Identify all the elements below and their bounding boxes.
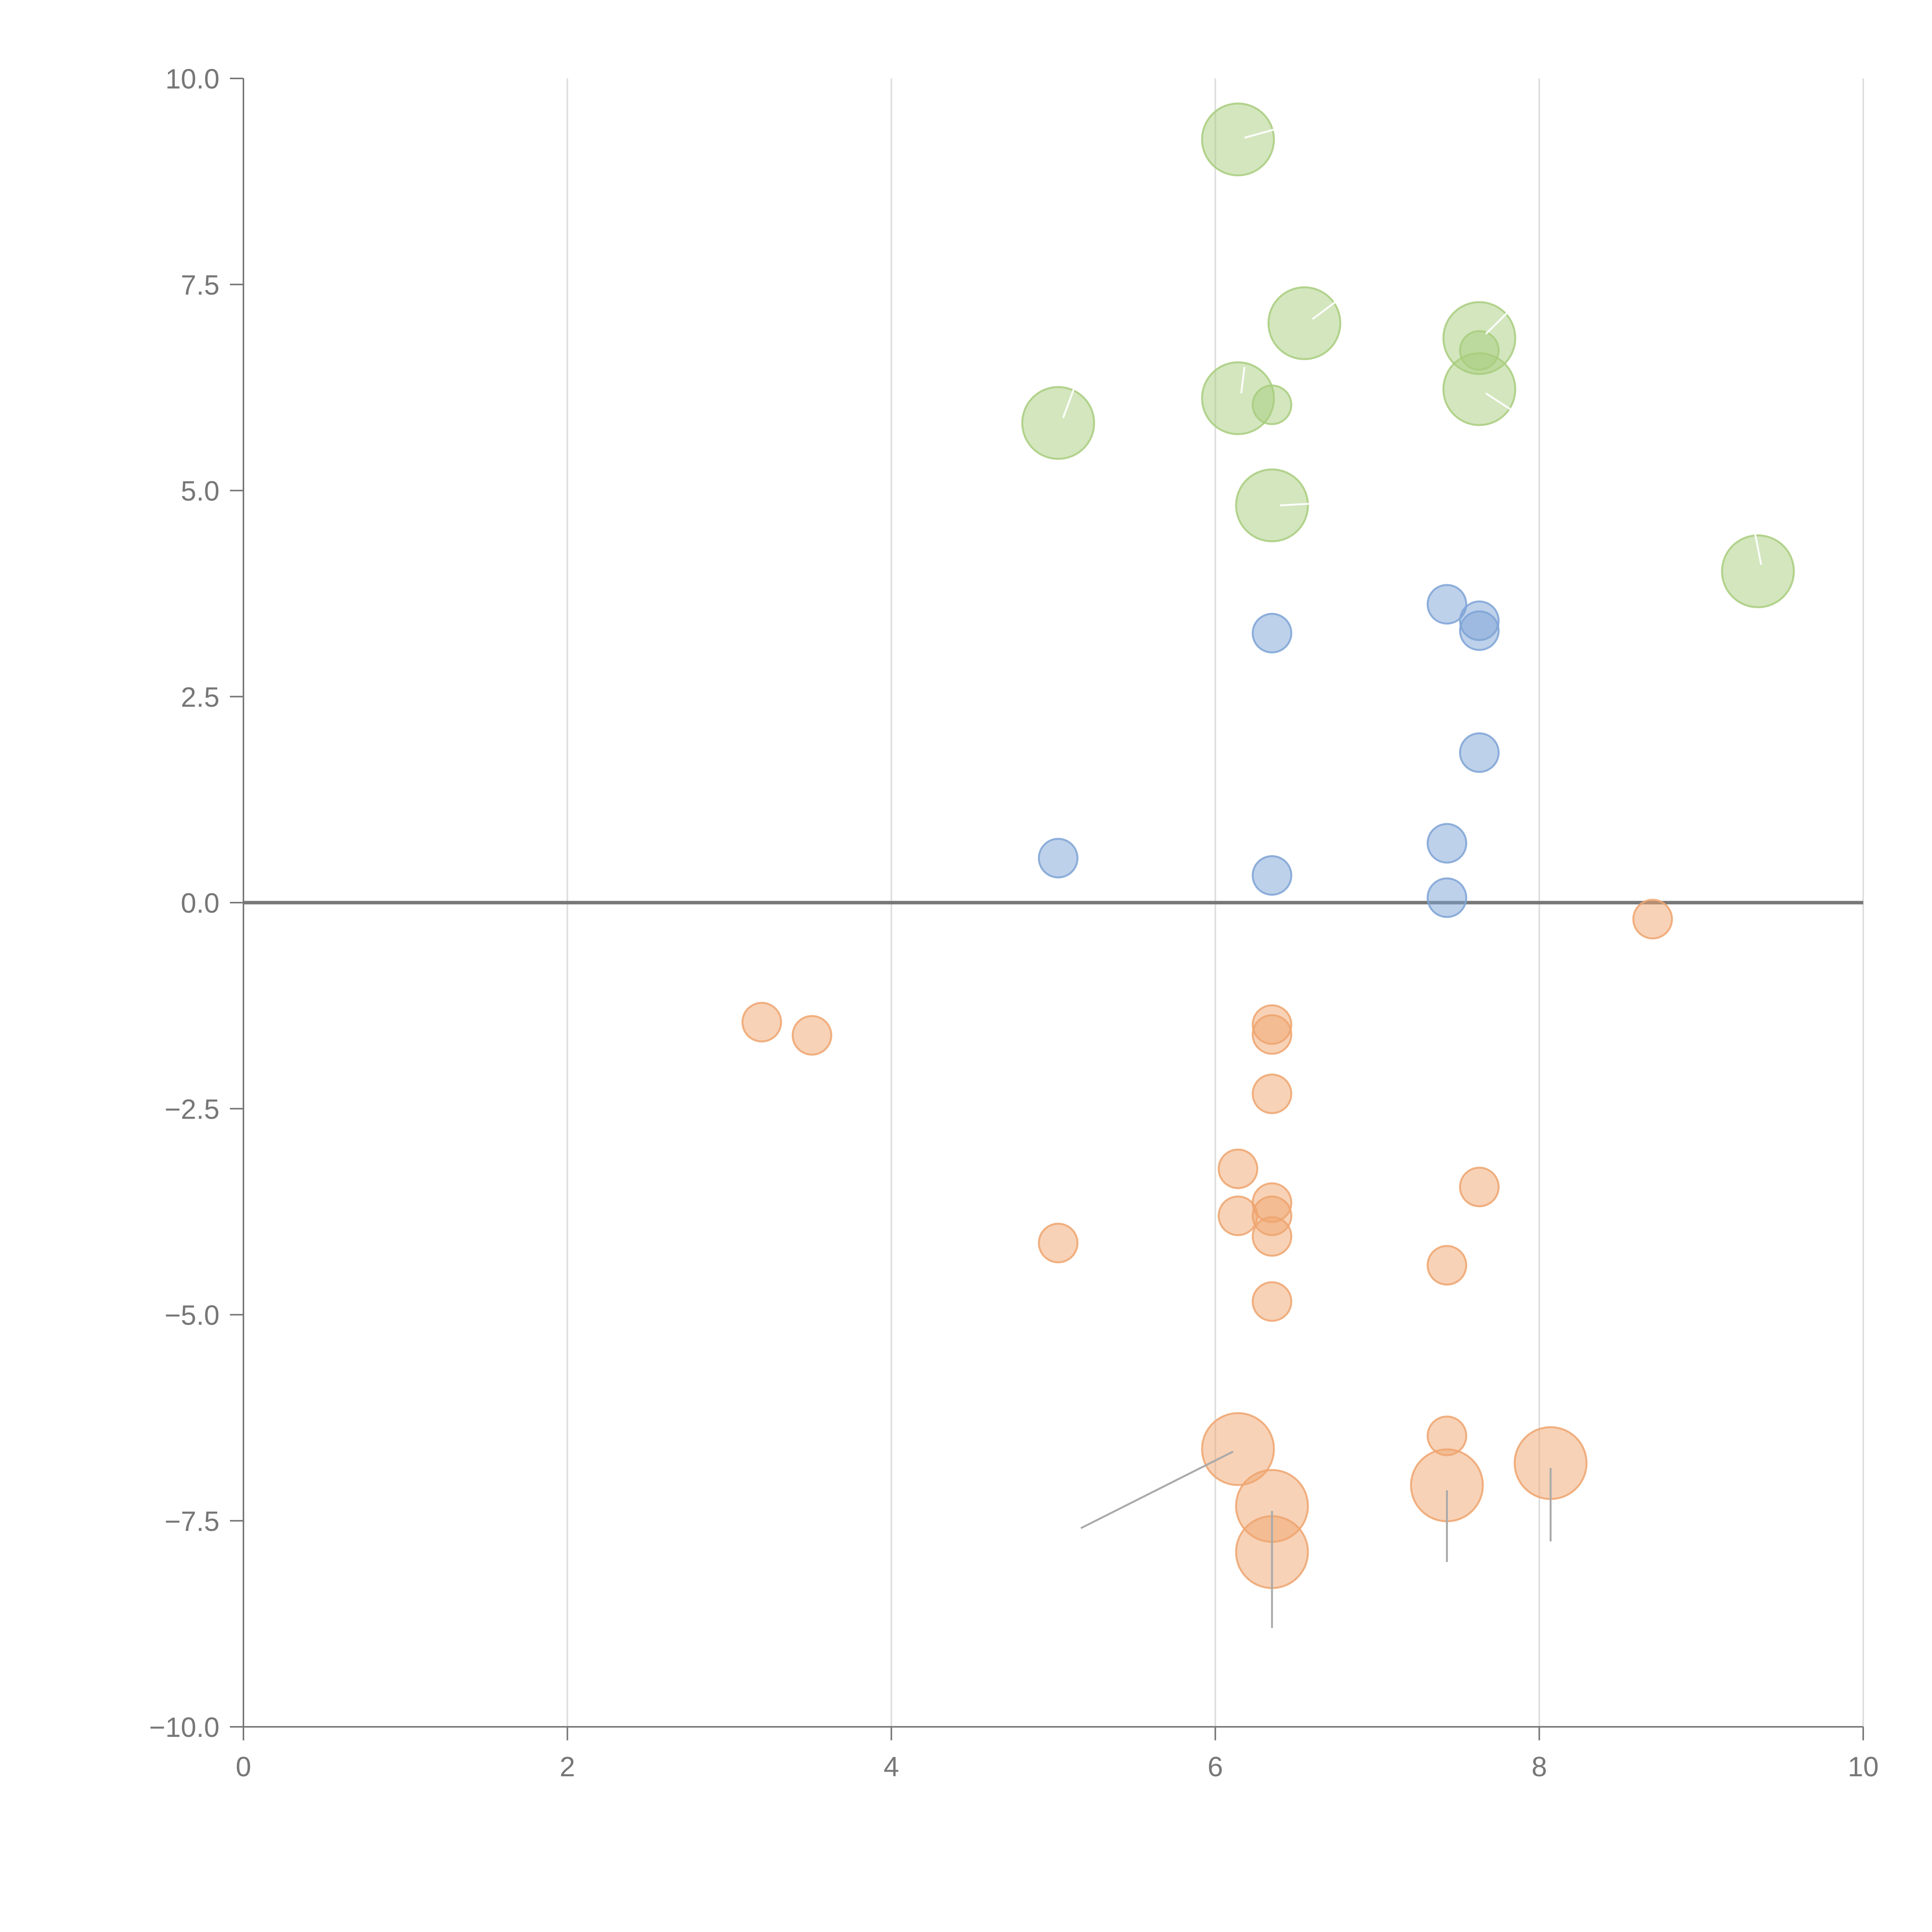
blue-point-0 — [1427, 584, 1468, 625]
blue-point-7 — [1252, 855, 1293, 896]
orange-point-1 — [741, 1002, 782, 1043]
green-point-9 — [1721, 534, 1795, 609]
blue-point-2 — [1459, 610, 1500, 651]
green-point-1 — [1267, 286, 1342, 361]
y-tick-label: 7.5 — [181, 270, 219, 301]
orange-point-13 — [1427, 1245, 1468, 1286]
orange-point-9 — [1218, 1196, 1259, 1236]
leader-layer — [1062, 127, 1762, 1628]
y-tick-label: 2.5 — [181, 682, 219, 713]
x-tick-label: 0 — [236, 1752, 251, 1782]
point-layer — [741, 102, 1795, 1589]
x-tick-label: 6 — [1208, 1752, 1223, 1782]
green-point-7 — [1021, 386, 1095, 460]
x-tick-label: 2 — [560, 1752, 575, 1782]
leader-line-1 — [1312, 300, 1338, 320]
leader-line-7 — [1753, 531, 1762, 565]
y-tick-label: −7.5 — [165, 1506, 219, 1537]
x-tick-label: 10 — [1848, 1752, 1879, 1782]
x-tick-label: 4 — [884, 1752, 899, 1782]
leader-line-0 — [1244, 127, 1281, 139]
blue-point-6 — [1038, 838, 1079, 879]
blue-point-4 — [1459, 732, 1500, 773]
orange-point-4 — [1252, 1014, 1293, 1055]
y-tick-label: 0.0 — [181, 888, 219, 919]
orange-point-6 — [1218, 1148, 1259, 1189]
orange-point-0 — [1632, 899, 1673, 940]
tick-layer: 10.0 7.5 5.0 2.5 0.0 −2.5 −5.0 −7.5 −10.0 0 2 4 6 8 10 — [149, 64, 1879, 1782]
leader-line-4 — [1240, 367, 1246, 394]
blue-point-8 — [1427, 877, 1468, 918]
orange-point-5 — [1252, 1073, 1293, 1114]
leader-line-6 — [1280, 502, 1326, 507]
orange-point-12 — [1038, 1223, 1079, 1264]
green-point-4 — [1442, 352, 1516, 426]
y-tick-label: −5.0 — [165, 1300, 219, 1331]
y-tick-label: 5.0 — [181, 476, 219, 507]
orange-point-7 — [1459, 1167, 1500, 1208]
orange-point-11 — [1252, 1216, 1293, 1257]
leader-line-3 — [1485, 392, 1516, 413]
blue-point-3 — [1252, 613, 1293, 654]
leader-line-5 — [1062, 387, 1075, 418]
green-point-0 — [1201, 102, 1275, 177]
green-point-6 — [1252, 384, 1293, 425]
orange-point-16 — [1201, 1412, 1275, 1486]
axis-layer — [243, 78, 1863, 1728]
y-tick-label: −10.0 — [149, 1712, 219, 1743]
orange-point-14 — [1252, 1281, 1293, 1322]
blue-point-5 — [1427, 823, 1468, 864]
leader-line-2 — [1485, 304, 1516, 335]
x-tick-label: 8 — [1532, 1752, 1547, 1782]
leader-line-8 — [1080, 1451, 1234, 1529]
y-tick-label: 10.0 — [165, 64, 219, 95]
green-point-8 — [1235, 468, 1309, 543]
y-tick-label: −2.5 — [165, 1094, 219, 1125]
orange-point-2 — [791, 1015, 832, 1056]
